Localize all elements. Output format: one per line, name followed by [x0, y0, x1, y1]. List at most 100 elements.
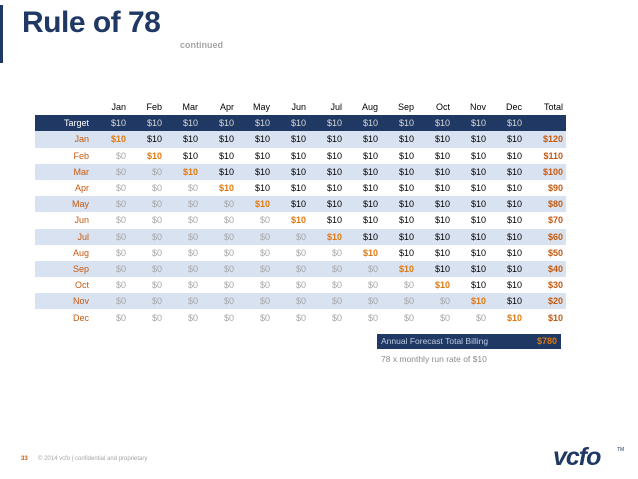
table-cell: $10 — [345, 163, 381, 180]
table-cell: $10 — [201, 163, 237, 180]
table-cell: $10 — [362, 215, 378, 226]
table-row: Jul $0 $0 $0 $0 $0 $0 $10 $10 $10 $10 $10 $10 $60 — [35, 228, 566, 245]
table-cell: $10 — [470, 247, 486, 258]
target-cell: $10 — [345, 115, 381, 132]
table-cell: $0 — [403, 312, 414, 323]
table-cell: $10 — [489, 293, 525, 310]
table-cell: $10 — [453, 260, 489, 278]
row-label: Apr — [74, 183, 89, 194]
table-cell: $10 — [309, 196, 345, 213]
table-cell: $0 — [273, 293, 309, 310]
row-label: Jul — [35, 228, 93, 245]
row-total: $10 — [547, 312, 563, 323]
target-label: Target — [35, 115, 93, 132]
table-cell: $0 — [237, 260, 273, 278]
table-cell: $0 — [151, 247, 162, 258]
column-header-sep: Sep — [397, 102, 414, 113]
table-cell: $0 — [309, 260, 345, 278]
table-cell: $0 — [201, 293, 237, 310]
title-accent-bar — [0, 5, 3, 63]
table-cell: $0 — [187, 215, 198, 226]
table-cell: $10 — [470, 150, 486, 161]
table-cell: $0 — [115, 312, 126, 323]
table-cell: $0 — [115, 150, 126, 161]
run-rate-note: 78 x monthly run rate of $10 — [381, 354, 487, 364]
column-header-nov: Nov — [469, 102, 486, 113]
table-cell: $0 — [331, 312, 342, 323]
table-cell: $10 — [381, 260, 417, 278]
table-cell: $10 — [453, 228, 489, 245]
table-cell: $10 — [362, 183, 378, 194]
table-cell: $10 — [345, 131, 381, 148]
table-cell: $0 — [201, 260, 237, 278]
table-cell: $10 — [254, 183, 270, 194]
table-cell: $0 — [237, 228, 273, 245]
table-cell: $10 — [417, 131, 453, 148]
table-cell: $10 — [381, 196, 417, 213]
row-total: $50 — [547, 247, 563, 258]
table-row: Nov $0 $0 $0 $0 $0 $0 $0 $0 $0 $0 $10 $10 $20 — [35, 293, 566, 310]
row-total: $70 — [547, 215, 563, 226]
annual-forecast-label: Annual Forecast Total Billing — [381, 336, 489, 346]
table-row: Mar $0 $0 $10 $10 $10 $10 $10 $10 $10 $10 $10 $10 $10… — [35, 163, 566, 180]
vcfo-logo: vcfo — [553, 443, 601, 471]
table-row: Feb $0 $10 $10 $10 $10 $10 $10 $10 $10 $10 $10 $10 $1… — [35, 148, 566, 164]
table-cell: $0 — [151, 312, 162, 323]
table-cell: $0 — [367, 312, 378, 323]
table-cell: $0 — [165, 260, 201, 278]
column-header-apr: Apr — [219, 102, 234, 113]
table-cell: $10 — [326, 215, 342, 226]
table-cell: $0 — [201, 228, 237, 245]
row-total: $100 — [525, 163, 566, 180]
table-cell: $10 — [506, 247, 522, 258]
table-cell: $10 — [201, 131, 237, 148]
table-cell: $10 — [434, 215, 450, 226]
table-cell: $10 — [182, 150, 198, 161]
row-label: Feb — [73, 150, 89, 161]
target-cell: $10 — [417, 115, 453, 132]
table-cell: $0 — [475, 312, 486, 323]
table-cell: $10 — [129, 131, 165, 148]
table-cell: $0 — [331, 280, 342, 291]
table-cell: $0 — [223, 247, 234, 258]
table-cell: $0 — [259, 215, 270, 226]
table-cell: $10 — [506, 280, 522, 291]
table-cell: $0 — [259, 312, 270, 323]
table-cell: $10 — [434, 183, 450, 194]
table-cell: $10 — [237, 163, 273, 180]
table-cell: $10 — [309, 131, 345, 148]
table-cell: $10 — [273, 131, 309, 148]
row-label: Jan — [35, 131, 93, 148]
table-cell: $0 — [273, 228, 309, 245]
page-title: Rule of 78 — [22, 6, 161, 39]
column-header-aug: Aug — [361, 102, 378, 113]
column-header-jan: Jan — [111, 102, 126, 113]
table-cell: $0 — [345, 293, 381, 310]
table-cell: $0 — [165, 228, 201, 245]
table-cell: $10 — [362, 150, 378, 161]
table-cell: $10 — [290, 183, 306, 194]
table-cell: $0 — [295, 247, 306, 258]
table-cell: $0 — [129, 293, 165, 310]
table-cell: $10 — [506, 183, 522, 194]
table-cell: $10 — [489, 196, 525, 213]
table-cell: $10 — [381, 131, 417, 148]
row-label: Aug — [72, 247, 89, 258]
table-cell: $0 — [259, 280, 270, 291]
target-cell: $10 — [381, 115, 417, 132]
table-cell: $10 — [326, 150, 342, 161]
table-cell: $10 — [417, 196, 453, 213]
table-cell: $10 — [489, 228, 525, 245]
table-cell: $10 — [309, 163, 345, 180]
table-cell: $10 — [381, 228, 417, 245]
table-cell: $10 — [434, 247, 450, 258]
row-label: Mar — [35, 163, 93, 180]
column-header-dec: Dec — [505, 102, 522, 113]
footer-copyright: © 2014 vcfo | confidential and proprieta… — [38, 456, 148, 462]
table-cell: $10 — [434, 280, 450, 291]
column-header-jul: Jul — [330, 102, 342, 113]
table-cell: $0 — [93, 293, 129, 310]
table-cell: $0 — [115, 280, 126, 291]
table-cell: $10 — [398, 150, 414, 161]
table-cell: $10 — [506, 215, 522, 226]
